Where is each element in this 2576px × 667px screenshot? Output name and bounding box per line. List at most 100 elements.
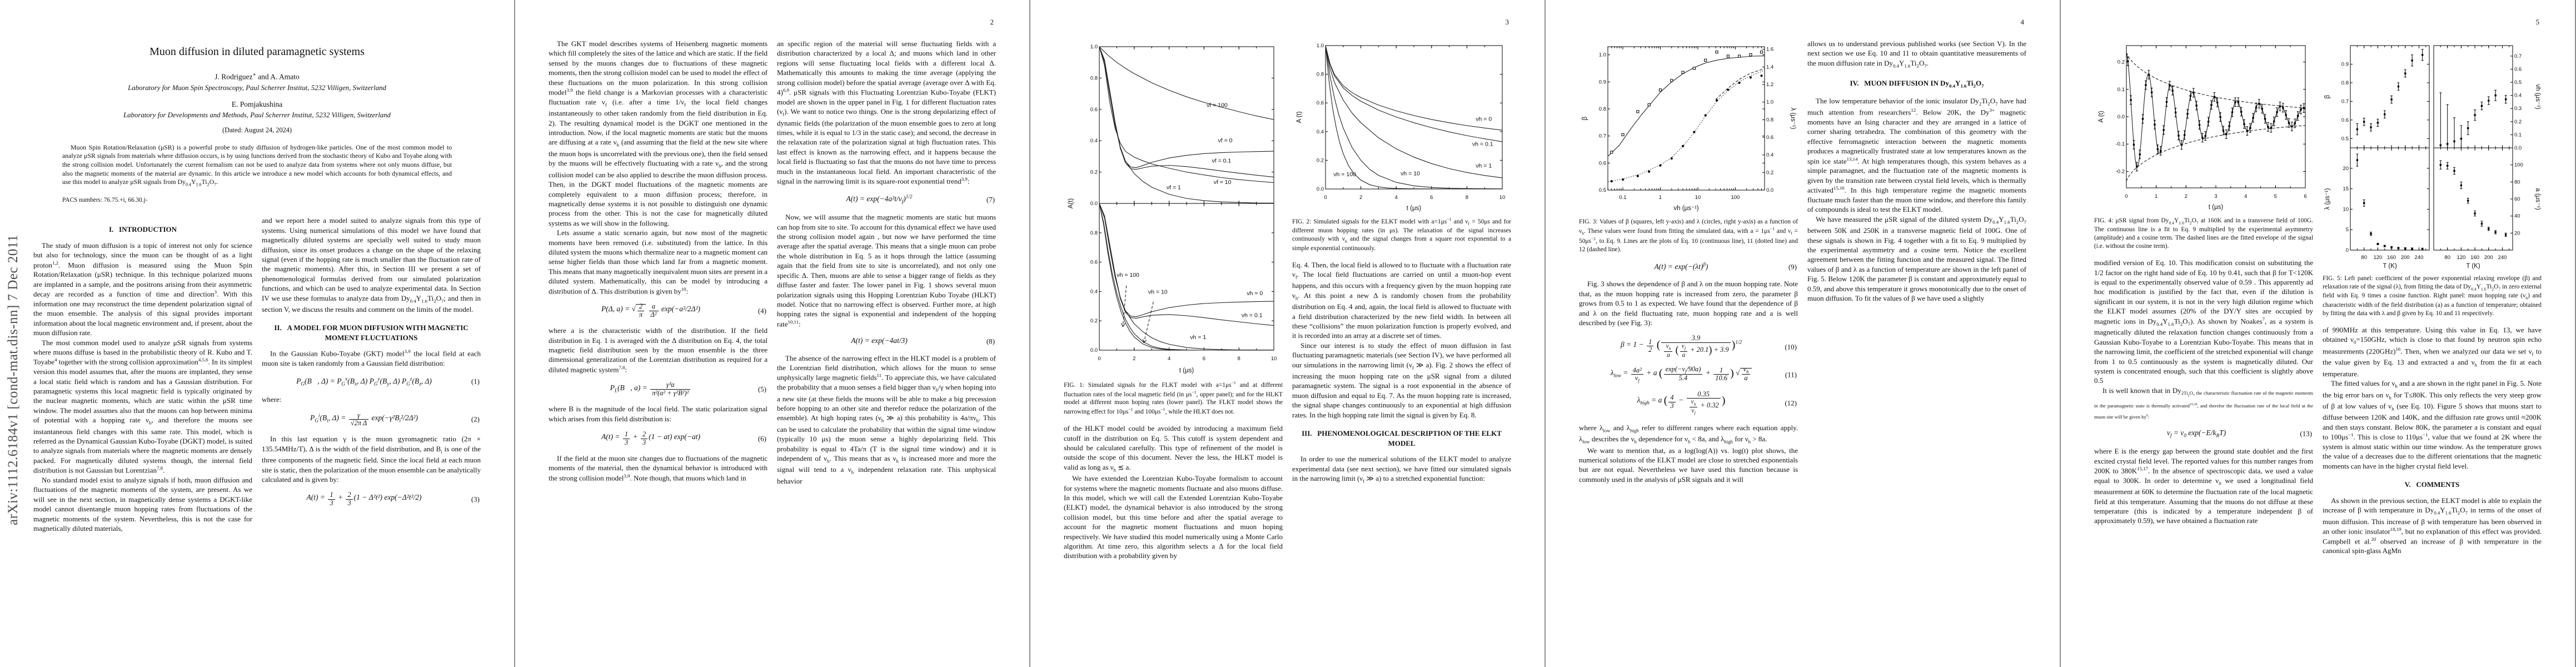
- svg-text:8: 8: [1466, 195, 1468, 201]
- svg-text:0.8: 0.8: [1317, 72, 1324, 78]
- svg-text:1.0: 1.0: [1599, 52, 1606, 58]
- svg-text:10: 10: [1695, 195, 1701, 201]
- svg-text:0.8: 0.8: [1090, 75, 1098, 81]
- svg-text:-0.1: -0.1: [2116, 141, 2125, 147]
- paragraph: Fig. 3 shows the dependence of β and λ o…: [1579, 280, 1798, 327]
- svg-text:4: 4: [2244, 193, 2247, 200]
- svg-text:0.0: 0.0: [1317, 186, 1324, 192]
- svg-text:1.6: 1.6: [1766, 47, 1773, 53]
- figure-3-chart: 0.5 0.6 0.7 0.8 0.9 1.0 0.0 0.2 0.4 0.6 0.8 1.0 1.2 1…: [1582, 46, 1796, 212]
- svg-text:νf = 0: νf = 0: [1218, 137, 1233, 144]
- svg-text:νh = 0.1: νh = 0.1: [1242, 312, 1263, 319]
- svg-text:0.7: 0.7: [1599, 133, 1606, 140]
- paragraph: an specific region of the material will …: [777, 39, 996, 186]
- page-4: 4 0.5 0.6 0.7 0.8 0.9 1.0 0.0 0.2 0.4 0.6 0.8 1.0 1.…: [1546, 0, 2060, 667]
- equation-8: A(t) = exp(−4at/3) (8): [851, 336, 995, 345]
- svg-text:0.6: 0.6: [2341, 117, 2349, 123]
- paragraph: where:: [262, 395, 282, 404]
- svg-text:100: 100: [1731, 195, 1740, 201]
- svg-text:νh (μs⁻¹): νh (μs⁻¹): [2534, 84, 2541, 109]
- svg-text:80: 80: [2361, 255, 2367, 261]
- svg-text:0.2: 0.2: [1090, 170, 1098, 176]
- figure-5-right-panel: 0.0 0.1 0.2 0.3 0.4 0.5 0.6 0.7 20 40 60 80 100 80 120…: [2433, 45, 2541, 270]
- svg-text:0: 0: [1098, 356, 1100, 362]
- svg-text:0.7: 0.7: [2514, 53, 2522, 59]
- paragraph: We want to mention that, as a log(log(A)…: [1579, 446, 1798, 484]
- paragraph: As shown in the previous section, the EL…: [2323, 496, 2542, 555]
- page-1: arXiv:1112.6184v1 [cond-mat.dis-nn] 7 De…: [0, 0, 514, 667]
- svg-text:1.0: 1.0: [1090, 44, 1098, 50]
- svg-text:0: 0: [2125, 193, 2127, 200]
- figure-4-chart: -0.2 -0.1 0.0 0.1 0.2 0 1 2 3 4 5 6 t (μs) A (t): [2098, 45, 2307, 211]
- svg-text:1: 1: [1659, 195, 1662, 201]
- svg-text:0.5: 0.5: [2514, 79, 2522, 86]
- paragraph: If the field at the muon site changes du…: [549, 454, 768, 482]
- svg-text:240: 240: [2498, 255, 2507, 261]
- svg-text:0.0: 0.0: [2514, 145, 2522, 151]
- svg-text:0.1: 0.1: [2117, 87, 2125, 93]
- page4-left-column: 0.5 0.6 0.7 0.8 0.9 1.0 0.0 0.2 0.4 0.6 0.8 1.0 1.2 1…: [1579, 39, 1798, 484]
- svg-text:240: 240: [2415, 255, 2424, 261]
- svg-text:A(t): A(t): [1068, 198, 1074, 209]
- svg-text:0.6: 0.6: [1599, 160, 1606, 166]
- svg-text:80: 80: [2444, 255, 2450, 261]
- svg-text:0.4: 0.4: [1317, 129, 1324, 135]
- paragraph: of the HLKT model could be avoided by in…: [1064, 424, 1283, 473]
- figure-5-caption: FIG. 5: Left panel: coefficient of the p…: [2323, 275, 2542, 317]
- page-number: 2: [990, 18, 994, 26]
- svg-text:0.8: 0.8: [2341, 80, 2349, 86]
- svg-text:1: 1: [2155, 193, 2158, 200]
- svg-text:2: 2: [1133, 356, 1135, 362]
- svg-text:νf = 100: νf = 100: [1207, 102, 1228, 109]
- figure-3: 0.5 0.6 0.7 0.8 0.9 1.0 0.0 0.2 0.4 0.6 0.8 1.0 1.2 1…: [1579, 39, 1798, 254]
- paragraph: modified version of Eq. 10. This modific…: [2094, 258, 2313, 385]
- svg-text:0.0: 0.0: [2117, 114, 2125, 120]
- svg-text:4: 4: [1168, 356, 1170, 362]
- page5-right-column: 0.5 0.6 0.7 0.8 0.9 0 5 10 15 20 80 120 160 200 240 T (…: [2323, 39, 2542, 556]
- page2-right-column: an specific region of the material will …: [777, 39, 996, 486]
- svg-text:100: 100: [2514, 162, 2523, 168]
- paragraph: Eq. 4. Then, the local field is allowed …: [1292, 260, 1511, 340]
- figure-2-chart: 0.0 0.2 0.4 0.6 0.8 1.0 νh = 0 νh = 0.1 νh = 1 νh…: [1296, 43, 1506, 212]
- svg-text:νh = 10: νh = 10: [1401, 170, 1420, 177]
- svg-text:0.2: 0.2: [2117, 59, 2125, 66]
- equation-13: νf = ν0 exp(−E/kBT) (13): [2166, 429, 2312, 439]
- svg-text:β: β: [1582, 116, 1588, 120]
- svg-text:β: β: [2324, 94, 2331, 98]
- section-heading-2: II. A MODEL FOR MUON DIFFUSION WITH MAGN…: [274, 323, 469, 342]
- page-number: 5: [2535, 18, 2540, 26]
- svg-text:νh = 0.1: νh = 0.1: [1472, 141, 1493, 148]
- svg-text:0.2: 0.2: [1317, 157, 1324, 163]
- page-number: 4: [2020, 18, 2025, 26]
- dated-line: (Dated: August 24, 2024): [222, 126, 292, 134]
- svg-text:5: 5: [2274, 193, 2277, 200]
- svg-text:0.6: 0.6: [1766, 135, 1773, 141]
- paragraph: The most common model used to analyze μS…: [33, 338, 252, 475]
- svg-text:10: 10: [2343, 206, 2349, 212]
- svg-text:T (K): T (K): [2466, 263, 2480, 270]
- paper-title: Muon diffusion in diluted paramagnetic s…: [150, 46, 365, 58]
- paragraph: where E is the energy gap between the gr…: [2094, 447, 2313, 525]
- svg-text:0.4: 0.4: [1090, 138, 1098, 144]
- paragraph: and we report here a model suited to ana…: [262, 216, 481, 313]
- svg-text:0.2: 0.2: [1766, 170, 1773, 176]
- figure-4: -0.2 -0.1 0.0 0.1 0.2 0 1 2 3 4 5 6 t (μs) A (t) FIG.…: [2094, 39, 2313, 251]
- svg-text:80: 80: [2514, 179, 2520, 185]
- figure-3-caption: FIG. 3: Values of β (squares, left y-axi…: [1579, 218, 1798, 253]
- svg-text:t (μs): t (μs): [1179, 367, 1194, 374]
- figure-2: 0.0 0.2 0.4 0.6 0.8 1.0 νh = 0 νh = 0.1 νh = 1 νh…: [1292, 39, 1511, 253]
- svg-text:1.0: 1.0: [1317, 43, 1324, 49]
- section-heading-3: III. PHENOMENOLOGICAL DESCRIPTION OF THE…: [1302, 429, 1502, 447]
- authors-line-2: E. Pomjakushina: [231, 99, 283, 108]
- paragraph: where B is the magnitude of the local fi…: [549, 405, 768, 423]
- svg-text:0.8: 0.8: [1766, 117, 1773, 123]
- svg-text:120: 120: [2457, 255, 2465, 261]
- svg-text:λ (μs⁻¹): λ (μs⁻¹): [2324, 188, 2331, 210]
- paragraph: In order to use the numerical solutions …: [1292, 455, 1511, 484]
- svg-text:10: 10: [1499, 195, 1506, 201]
- page3-left-column: 0.0 0.2 0.4 0.6 0.8 1.0 νf = 100 νf = 0 νf = 0.1…: [1064, 39, 1283, 561]
- svg-text:νf = 0.1: νf = 0.1: [1212, 158, 1232, 165]
